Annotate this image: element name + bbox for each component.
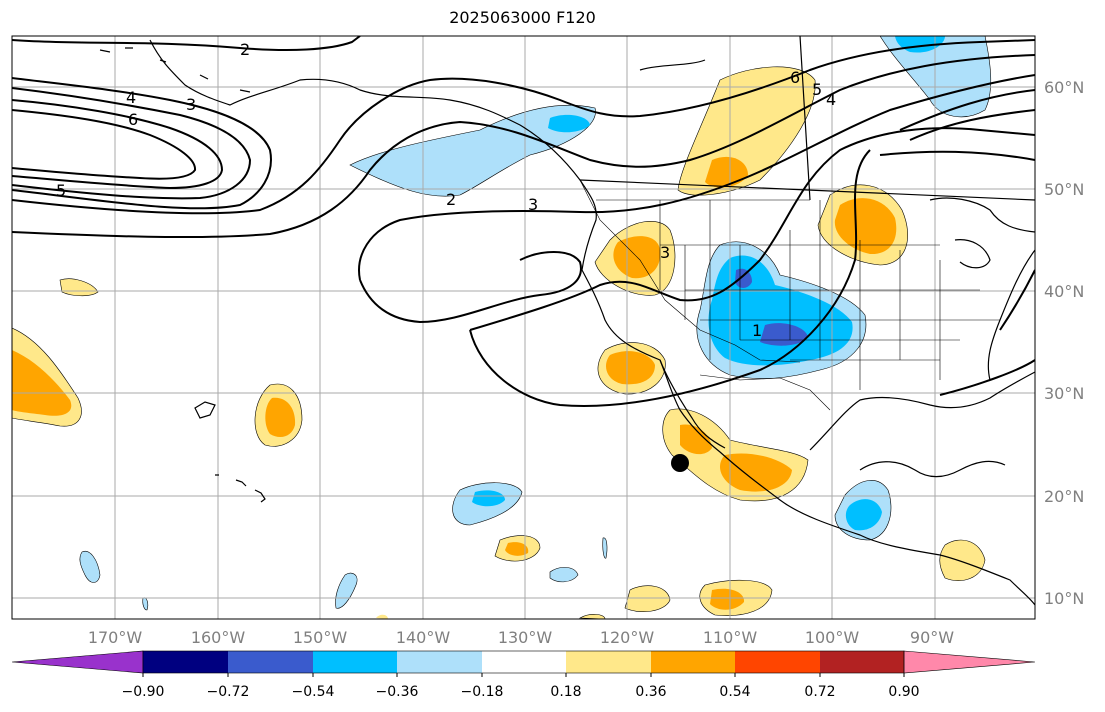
colorbar-tick-label: −0.72 [207, 684, 250, 700]
colorbar-cell [313, 651, 397, 673]
state-borders [579, 179, 1000, 411]
colorbar-tick-label: −0.18 [461, 684, 504, 700]
colorbar-tick-label: 0.18 [550, 684, 581, 700]
colorbar-cell [228, 651, 313, 673]
colorbar-tick-label: −0.54 [292, 684, 335, 700]
colorbar-cell [651, 651, 735, 673]
colorbar-cell [566, 651, 651, 673]
map-frame [11, 35, 1036, 620]
colorbar-tick-label: 0.72 [804, 684, 835, 700]
colorbar-cell [397, 651, 482, 673]
colorbar-cell [143, 651, 228, 673]
lon-label: 140°W [396, 628, 451, 647]
colorbar-tick-label: 0.90 [888, 684, 919, 700]
contour-label: 4 [126, 88, 136, 107]
contour-label: 1 [752, 321, 762, 340]
lat-label: 60°N [1044, 78, 1084, 97]
lat-label: 20°N [1044, 487, 1084, 506]
lon-label: 120°W [600, 628, 655, 647]
lon-label: 160°W [191, 628, 246, 647]
contour-label: 6 [128, 110, 138, 129]
contour-label: 2 [240, 40, 250, 59]
contour-label: 5 [812, 80, 822, 99]
lon-label: 170°W [88, 628, 143, 647]
colorbar-cell [735, 651, 820, 673]
lon-label: 130°W [498, 628, 553, 647]
coastlines [99, 36, 1035, 606]
lon-label: 110°W [703, 628, 758, 647]
longitude-labels: 170°W 160°W 150°W 140°W 130°W 120°W 110°… [88, 628, 954, 647]
colorbar: −0.90 −0.72 −0.54 −0.36 −0.18 0.18 0.36 … [11, 650, 1036, 700]
colorbar-tick-label: −0.90 [122, 684, 165, 700]
colorbar-tick-label: 0.54 [719, 684, 750, 700]
contour-label: 2 [446, 190, 456, 209]
contour-label: 5 [56, 181, 66, 200]
colorbar-tick-label: 0.36 [635, 684, 666, 700]
contour-label-group: 2 4 3 6 5 2 3 6 5 4 3 1 [56, 40, 836, 340]
contour-label: 3 [528, 195, 538, 214]
lon-label: 150°W [293, 628, 348, 647]
map-title: 2025063000 F120 [449, 8, 596, 27]
contour-label: 4 [826, 90, 836, 109]
colorbar-cell [11, 650, 144, 674]
lat-label: 30°N [1044, 384, 1084, 403]
colorbar-cell [820, 651, 904, 673]
colorbar-cell [482, 651, 566, 673]
lon-label: 90°W [910, 628, 954, 647]
lat-label: 50°N [1044, 180, 1084, 199]
contour-lines [12, 36, 1035, 407]
latitude-labels: 60°N 50°N 40°N 30°N 20°N 10°N [1044, 78, 1084, 608]
colorbar-cell [903, 650, 1036, 674]
lat-label: 40°N [1044, 282, 1084, 301]
contour-label: 3 [660, 243, 670, 262]
location-marker [671, 454, 689, 472]
lat-label: 10°N [1044, 589, 1084, 608]
lon-label: 100°W [805, 628, 860, 647]
contour-label: 6 [790, 68, 800, 87]
colorbar-tick-label: −0.36 [376, 684, 419, 700]
contour-label: 3 [186, 95, 196, 114]
